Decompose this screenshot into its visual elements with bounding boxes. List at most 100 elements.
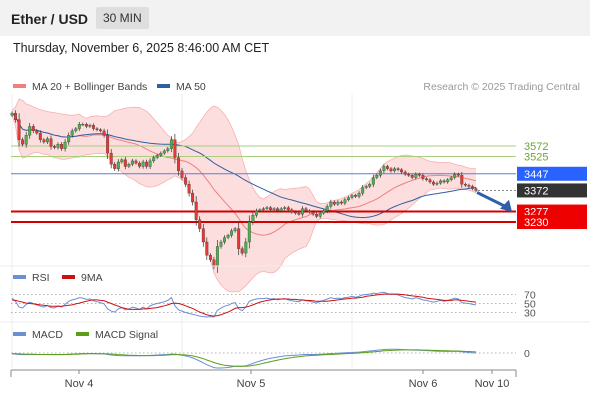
rsi-level-label-70: 70 [524,290,536,302]
candle-body [145,161,149,167]
legend-swatch-1 [157,84,170,88]
candle-body [435,182,439,185]
candle-body [371,177,375,185]
candle-body [205,241,209,256]
candle-body [95,128,99,130]
rsi-series-1 [11,293,477,317]
candle-body [208,255,212,260]
macd-legend-label-0: MACD [32,329,63,341]
candle-body [21,139,25,145]
level-label-3447: 3447 [524,169,548,181]
candle-body [446,179,450,183]
candle-body [421,175,425,179]
projection-arrowhead [500,199,512,212]
candle-body [162,150,166,154]
candle-body [332,201,336,205]
candle-body [134,160,138,164]
candle-body [116,161,120,169]
candle-body [198,219,202,229]
candle-body [474,188,478,191]
macd-legend-label-1: MACD Signal [95,329,158,341]
legend-label-0: MA 20 + Bollinger Bands [32,81,147,93]
legend-swatch-0 [13,84,26,88]
candle-body [417,174,421,176]
candle-body [329,201,333,207]
candle-body [38,132,42,140]
candle-body [88,125,92,127]
level-label-3572: 3572 [524,141,548,153]
bollinger-lower-line [11,115,477,293]
candle-body [102,130,106,136]
candle-body [74,128,78,132]
candle-body [194,201,198,220]
x-tick-label-1: Nov 5 [237,378,266,390]
candle-body [42,139,46,143]
macd-series-1 [11,349,477,367]
candle-body [308,210,311,213]
candle-body [393,168,396,172]
candle-body [297,212,301,215]
candle-body [201,228,205,243]
candle-body [272,208,276,210]
candle-body [56,144,60,148]
candle-body [293,211,297,214]
level-label-3525: 3525 [524,151,548,163]
rsi-level-label-30: 30 [524,308,536,320]
candle-body [31,126,35,131]
candle-body [400,169,404,173]
candle-body [290,209,294,213]
candle-body [63,141,67,149]
candle-body [240,248,244,254]
candle-body [269,207,273,210]
level-tag-3447 [517,166,587,181]
candle-body [180,170,184,178]
candle-body [336,201,340,205]
candle-body [414,174,418,178]
candle-body [109,152,113,165]
candle-body [325,206,329,211]
candle-body [347,197,350,200]
ma50-line [11,112,477,219]
candle-body [439,180,443,184]
instrument-title: Ether / USD [11,11,89,27]
candle-body [254,210,258,216]
rsi-legend-label-1: 9MA [81,272,103,284]
level-tag-3372 [517,183,587,198]
candle-body [226,235,230,238]
candle-body [463,184,467,186]
candle-body [357,192,361,197]
candle-body [339,201,343,204]
candle-body [49,138,53,147]
chart-datetime: Thursday, November 6, 2025 8:46:00 AM CE… [13,41,270,55]
candle-body [130,160,134,165]
candle-body [148,160,152,167]
candle-body [343,199,347,204]
candle-body [28,126,32,136]
candle-body [286,207,290,210]
x-tick-label-0: Nov 4 [65,378,94,390]
candle-body [212,259,216,267]
candle-body [283,207,287,209]
candle-body [456,174,460,176]
interval-button[interactable]: 30 MIN [96,7,149,29]
candle-body [432,181,435,185]
candle-body [99,129,102,132]
candle-body [386,166,389,169]
candle-body [141,161,145,167]
candle-body [173,139,177,158]
candle-body [258,209,262,212]
candle-body [77,124,81,129]
candle-body [166,148,170,152]
legend-label-1: MA 50 [176,81,206,93]
rsi-legend-label-0: RSI [32,272,50,284]
rsi-legend-swatch-1 [62,275,75,279]
candle-body [279,208,283,212]
candle-body [81,124,85,126]
candle-body [410,175,414,178]
candle-body [84,124,88,127]
candle-body [184,177,188,185]
candle-body [449,177,453,180]
candle-body [262,208,265,210]
candle-body [60,144,64,149]
